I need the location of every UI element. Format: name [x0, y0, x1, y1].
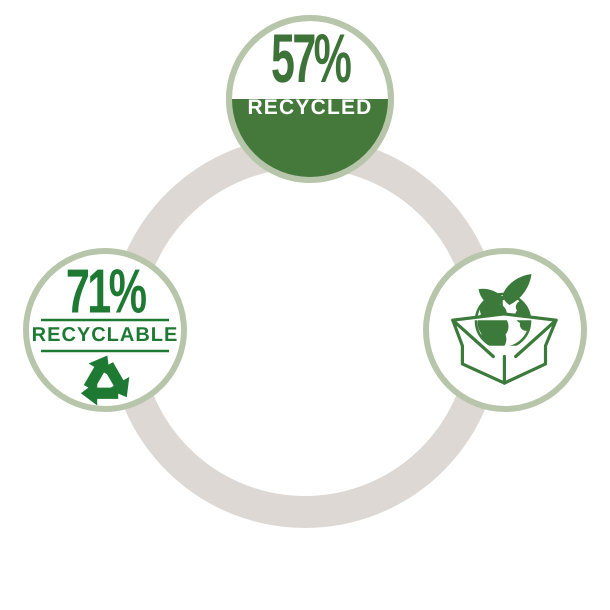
svg-text:RECYCLED: RECYCLED: [247, 96, 372, 119]
svg-text:57%: 57%: [271, 20, 352, 97]
svg-text:RECYCLABLE: RECYCLABLE: [32, 324, 179, 346]
svg-text:71%: 71%: [66, 258, 146, 327]
